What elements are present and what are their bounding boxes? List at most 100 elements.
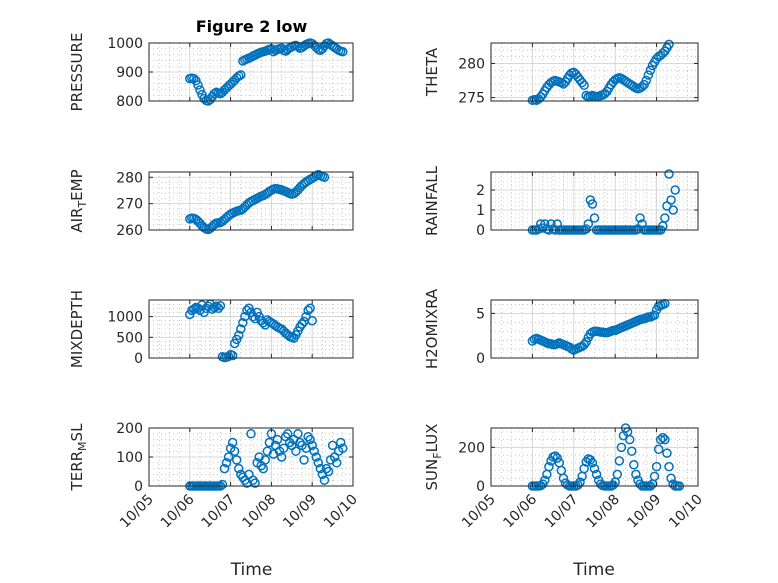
data-point	[211, 301, 222, 311]
data-point	[336, 437, 346, 448]
y-tick-label: 5	[476, 306, 485, 322]
data-point	[627, 446, 637, 456]
data-point	[307, 440, 317, 451]
data-series	[185, 299, 317, 363]
y-tick-label: 200	[116, 421, 143, 437]
data-point	[662, 448, 672, 458]
data-point	[649, 310, 660, 320]
figure-title: Figure 2 low	[196, 17, 308, 36]
data-point	[587, 199, 598, 209]
data-point	[666, 473, 676, 484]
y-axis-label: RAINFALL	[423, 165, 441, 236]
y-tick-label: 0	[134, 351, 143, 367]
data-point	[660, 434, 670, 445]
data-point	[319, 172, 330, 183]
y-tick-label: 280	[116, 170, 143, 186]
subplot-5: 0 500 1000 MIXDEPTH	[68, 290, 354, 368]
data-point	[331, 458, 342, 468]
subplot-4: 0 1 2 RAINFALL	[423, 165, 699, 239]
data-point	[223, 452, 234, 462]
subplot-3: 260 270 280 AIRTEMP	[68, 169, 354, 239]
axes-box	[148, 171, 354, 231]
data-point	[668, 205, 678, 215]
data-point	[234, 330, 244, 340]
data-point	[660, 213, 670, 223]
data-point	[278, 443, 289, 454]
x-tick-label: 10/05	[117, 492, 157, 532]
x-tick-label: 10/08	[583, 492, 623, 532]
y-tick-label: 1	[476, 203, 485, 219]
x-tick-label: 10/10	[321, 492, 361, 532]
data-point	[246, 429, 256, 439]
y-tick-label: 280	[458, 56, 485, 72]
data-point	[641, 75, 651, 86]
data-point	[655, 434, 666, 445]
data-point	[223, 351, 234, 362]
data-point	[552, 453, 562, 463]
data-point	[591, 469, 602, 480]
y-axis-label: PRESSURE	[68, 33, 86, 112]
y-tick-label: 0	[134, 479, 143, 495]
data-point	[614, 456, 625, 466]
x-tick-label: 10/07	[199, 492, 239, 532]
data-point	[311, 452, 322, 462]
data-point	[577, 77, 587, 88]
data-point	[589, 213, 600, 223]
y-axis-label: AIRTEMP	[68, 169, 89, 232]
data-point	[651, 461, 662, 472]
x-tick-label: 10/10	[666, 492, 706, 532]
y-tick-label: 900	[116, 65, 143, 81]
y-tick-label: 800	[116, 94, 143, 110]
x-tick-label: 10/08	[239, 492, 279, 532]
x-tick-label: 10/05	[459, 492, 499, 532]
data-point	[664, 461, 674, 472]
y-tick-label: 1000	[107, 36, 143, 52]
subplot-2: 275 280 THETA	[423, 39, 699, 107]
data-point	[581, 224, 591, 234]
x-axis-label-right: Time	[572, 560, 615, 580]
data-point	[664, 39, 674, 50]
data-point	[581, 337, 591, 347]
axes-box	[148, 299, 354, 359]
axes-box	[490, 299, 699, 359]
data-point	[315, 463, 326, 474]
data-point	[305, 434, 315, 445]
data-point	[544, 461, 554, 472]
data-point	[293, 429, 303, 439]
data-point	[238, 318, 248, 328]
data-point	[217, 479, 228, 490]
data-point	[291, 446, 301, 456]
subplot-8: 0 200 10/05 10/06 10/07 10/08 10/09 10/10 SUNFLU…	[423, 423, 706, 532]
data-point	[327, 440, 338, 451]
data-point	[227, 350, 238, 361]
data-point	[579, 339, 589, 350]
subplot-6: 0 5 H2OMIXRA	[423, 288, 699, 369]
data-point	[558, 473, 569, 484]
data-point	[589, 463, 600, 474]
data-point	[260, 455, 271, 465]
axes-box	[490, 42, 699, 102]
x-tick-label: 10/06	[500, 491, 540, 531]
data-point	[612, 469, 623, 480]
data-point	[635, 213, 645, 223]
axes-box	[490, 171, 699, 231]
data-point	[666, 195, 676, 205]
y-tick-label: 270	[116, 197, 143, 213]
data-point	[215, 301, 226, 311]
data-point	[276, 452, 287, 462]
data-point	[338, 443, 348, 454]
data-point	[645, 65, 656, 76]
data-point	[282, 429, 293, 439]
data-point	[297, 319, 307, 329]
y-axis-label: THETA	[423, 47, 441, 97]
data-point	[624, 434, 635, 445]
data-point	[670, 185, 680, 195]
x-tick-label: 10/07	[542, 492, 582, 532]
y-tick-label: 2	[476, 183, 485, 199]
x-tick-label: 10/06	[158, 491, 198, 531]
y-axis-label: SUNFLUX	[423, 424, 444, 491]
data-series	[185, 38, 348, 106]
y-tick-label: 260	[116, 223, 143, 239]
data-point	[338, 46, 348, 57]
